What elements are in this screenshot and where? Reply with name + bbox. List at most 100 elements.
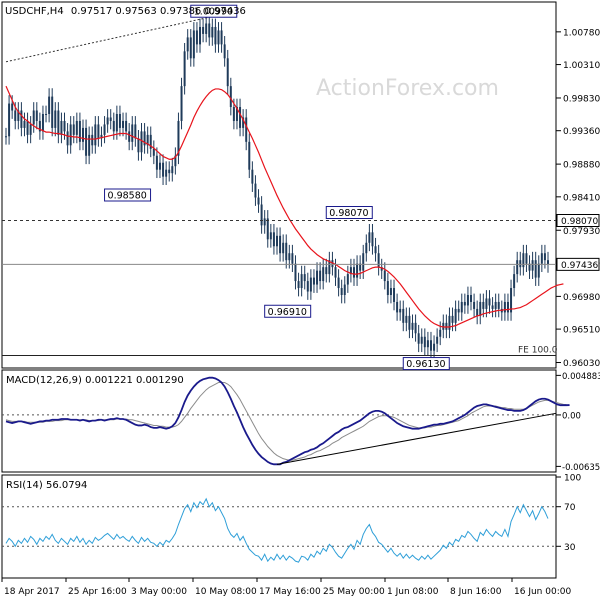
candle-body <box>380 267 383 271</box>
candle-body <box>408 315 411 330</box>
candle-body <box>220 30 223 45</box>
candle-body <box>479 301 482 316</box>
candle-body <box>60 120 63 135</box>
candle-body <box>340 288 343 295</box>
candle-body <box>442 322 445 330</box>
candle-body <box>476 308 479 316</box>
candle-body <box>103 124 106 135</box>
candle-body <box>251 169 254 184</box>
candle-body <box>516 260 519 275</box>
candle-body <box>248 141 251 170</box>
candle-body <box>131 124 134 142</box>
x-tick-label: 10 May 08:00 <box>195 587 257 597</box>
price-y-tick-label: 0.98410 <box>563 193 600 203</box>
price-y-tick-label: 0.98880 <box>563 161 600 171</box>
candle-body <box>162 162 165 177</box>
x-tick-label: 8 Jun 16:00 <box>450 587 502 597</box>
candle-body <box>482 301 485 309</box>
candle-body <box>331 260 334 268</box>
candle-body <box>389 288 392 295</box>
swing-level-label: 0.96130 <box>406 359 445 370</box>
candle-body <box>528 263 531 271</box>
candle-body <box>365 242 368 254</box>
candle-body <box>537 263 540 278</box>
candle-body <box>414 322 417 334</box>
candle-body <box>106 117 109 125</box>
candle-body <box>543 253 546 261</box>
candle-body <box>14 110 17 121</box>
candle-body <box>377 253 380 268</box>
macd-y-tick-label: 0.004883 <box>562 372 600 382</box>
candle-body <box>445 322 448 330</box>
macd-line <box>5 376 570 466</box>
candle-body <box>294 263 297 282</box>
candle-body <box>183 51 186 87</box>
candle-body <box>149 134 152 149</box>
candle-body <box>91 134 94 146</box>
candle-body <box>217 30 220 45</box>
candle-body <box>349 267 352 275</box>
rsi-title: RSI(14) 56.0794 <box>6 480 87 491</box>
price-y-tick-label: 0.99360 <box>563 127 600 137</box>
candle-body <box>223 44 226 59</box>
swing-level-box <box>402 357 450 371</box>
swing-level-box <box>190 4 238 18</box>
swing-level-label: 1.00990 <box>194 7 233 18</box>
candle-body <box>352 267 355 278</box>
candle-body <box>547 260 549 265</box>
candle-body <box>519 260 522 268</box>
candle-body <box>319 270 322 282</box>
candle-body <box>439 329 442 337</box>
price-y-tick-label: 0.97930 <box>563 227 600 237</box>
candle-body <box>48 96 51 114</box>
candle-body <box>423 336 426 348</box>
candle-body <box>8 103 11 137</box>
macd-trend-line <box>276 412 557 465</box>
candle-body <box>463 301 466 306</box>
price-level-box <box>556 257 600 271</box>
candle-body <box>303 274 306 282</box>
candle-body <box>81 127 84 142</box>
candle-body <box>229 86 232 108</box>
candle-body <box>328 260 331 275</box>
candle-body <box>322 267 325 282</box>
candle-body <box>202 26 205 34</box>
candle-body <box>35 110 38 121</box>
candle-body <box>510 288 513 313</box>
candle-body <box>488 298 491 306</box>
candle-body <box>402 308 405 323</box>
candle-body <box>448 315 451 330</box>
x-tick-label: 18 Apr 2017 <box>4 587 60 597</box>
macd-panel: 0.004883 0.00 -0.006354 <box>2 372 600 473</box>
candle-body <box>540 253 543 264</box>
fibonacci-extension-label: FE 100.0 <box>518 346 558 356</box>
rsi-y-tick-label: 100 <box>564 474 581 484</box>
candle-body <box>17 110 20 121</box>
swing-level-box <box>104 188 152 202</box>
candle-body <box>118 113 121 128</box>
candle-body <box>506 301 509 313</box>
ohlc-label: 0.97517 0.97563 0.97386 0.97436 <box>71 6 246 17</box>
candle-body <box>371 232 374 247</box>
candle-body <box>263 218 266 226</box>
swing-level-box <box>325 206 373 220</box>
candle-body <box>316 270 319 285</box>
candle-body <box>38 120 41 132</box>
candle-body <box>417 333 420 344</box>
candle-body <box>312 277 315 285</box>
price-y-tick-label: 1.00310 <box>563 61 600 71</box>
candle-body <box>485 298 488 309</box>
candle-body <box>137 138 140 153</box>
candle-body <box>94 124 97 146</box>
candle-body <box>356 263 359 278</box>
candle-body <box>140 131 143 153</box>
candle-body <box>513 274 516 289</box>
candle-body <box>208 23 211 38</box>
candle-body <box>235 107 238 121</box>
candle-body <box>254 183 257 198</box>
price-y-tick-label: 0.96030 <box>563 359 600 369</box>
candle-body <box>282 242 285 254</box>
candle-body <box>152 148 155 156</box>
macd-y-tick-label: -0.006354 <box>562 463 600 473</box>
candle-body <box>245 117 248 142</box>
